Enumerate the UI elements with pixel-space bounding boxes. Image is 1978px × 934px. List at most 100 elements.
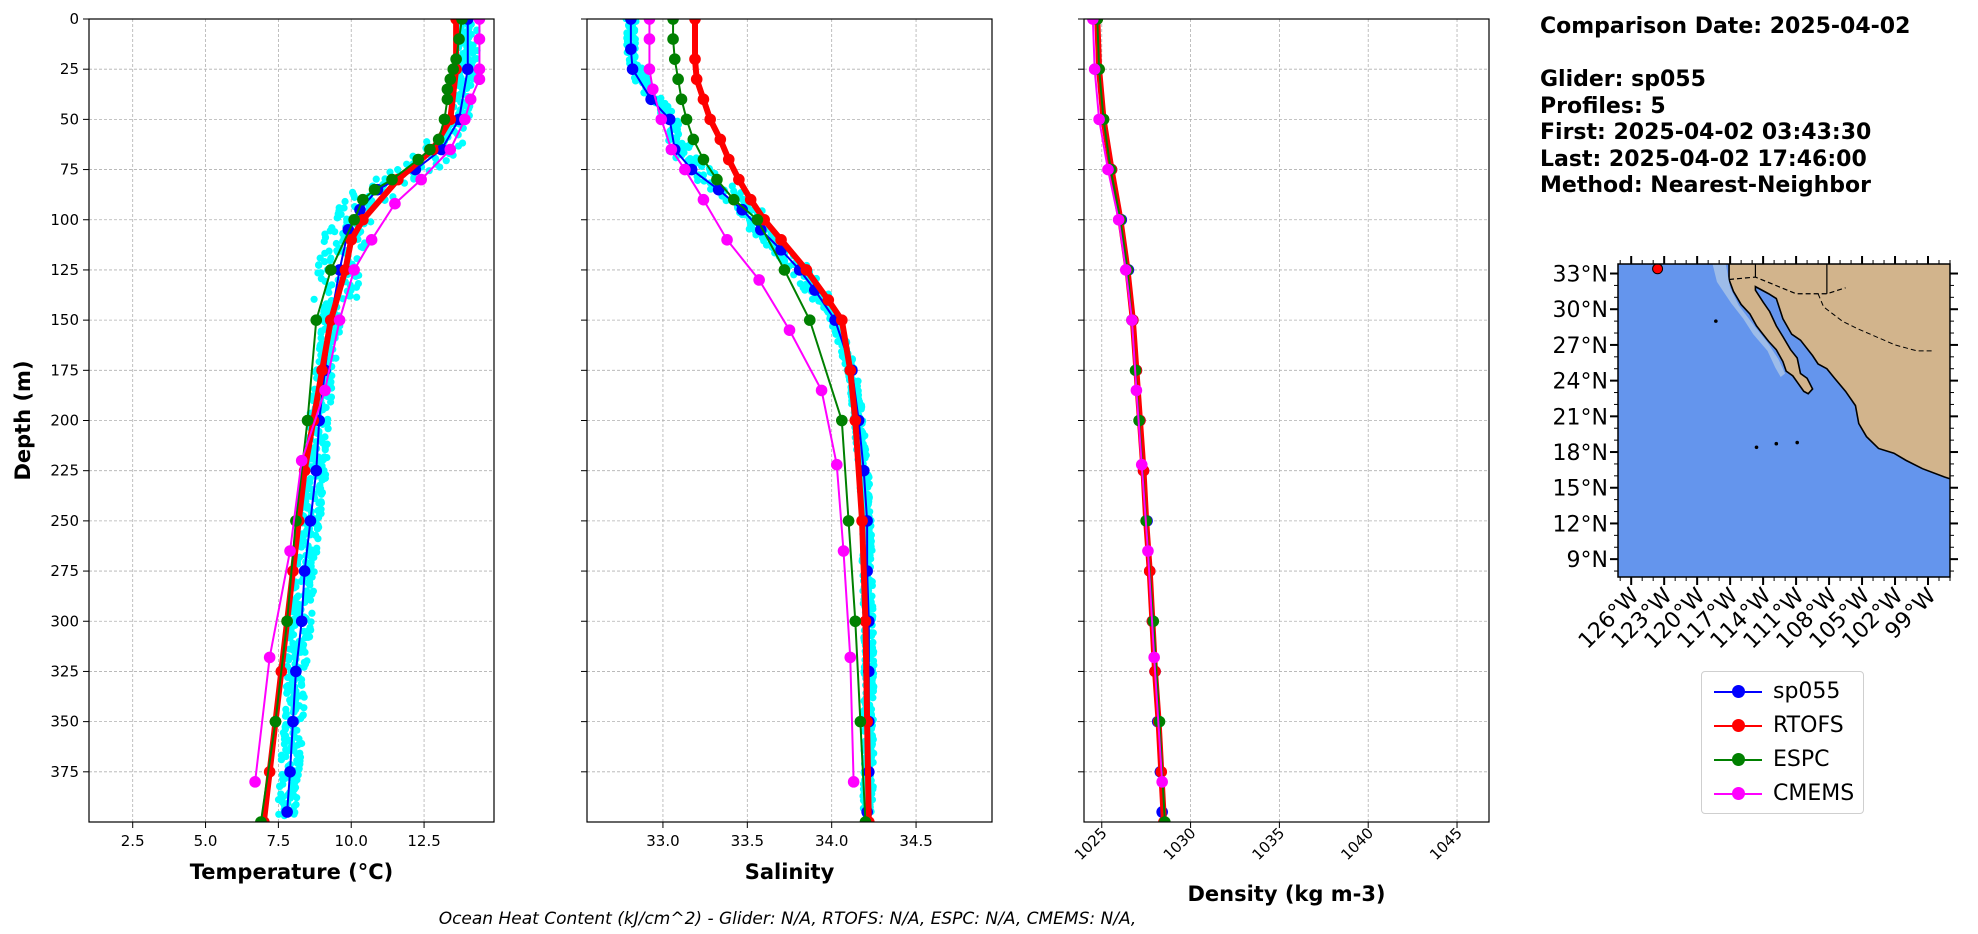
data-point-rtofs [775, 234, 787, 246]
profile-panel-2: 33.0 33.5 34.0 34.5 Salinity [581, 18, 993, 884]
data-point-sp055 [310, 464, 323, 477]
data-point-espc [301, 414, 314, 427]
data-point-rtofs [849, 414, 862, 427]
data-point-sp055 [304, 515, 317, 527]
data-point-cmems [679, 163, 691, 176]
data-point-espc [368, 183, 381, 196]
data-point-rtofs [316, 364, 328, 377]
glider-raw-point [285, 656, 293, 664]
state-border [1817, 293, 1934, 352]
data-point-cmems [847, 776, 860, 788]
legend: sp055 RTOFS ESPC CMEMS [1701, 671, 1864, 814]
data-point-rtofs [287, 565, 299, 577]
glider-raw-point [317, 499, 325, 507]
data-point-cmems [1112, 213, 1125, 226]
data-point-cmems [1093, 113, 1105, 126]
data-point-cmems [473, 73, 486, 86]
data-point-cmems [721, 234, 733, 246]
legend-swatch-marker [1732, 787, 1745, 800]
comparison-date: Comparison Date: 2025-04-02 [1540, 14, 1911, 39]
glider-raw-point [630, 33, 638, 42]
glider-raw-point [312, 548, 320, 556]
x-tick-label: 1025 [1071, 824, 1111, 864]
data-point-cmems [348, 264, 360, 276]
continental-shelf [1712, 264, 1786, 378]
data-point-cmems [1087, 19, 1099, 25]
x-axis-label: Temperature (°C) [190, 860, 393, 884]
glider-raw-point [300, 627, 308, 635]
glider-raw-point [313, 525, 322, 533]
data-point-espc [412, 153, 425, 166]
data-point-sp055 [298, 565, 311, 577]
glider-raw-point [454, 142, 463, 150]
data-point-cmems [1156, 776, 1168, 788]
lat-tick-label: 30°N [1553, 298, 1608, 323]
data-point-cmems [333, 314, 346, 326]
comparison-info-block: Comparison Date: 2025-04-02 Glider: sp05… [1540, 14, 1910, 200]
glider-raw-point [314, 269, 322, 277]
data-point-espc [269, 715, 282, 728]
data-point-cmems [365, 234, 378, 246]
glider-raw-point [323, 453, 331, 462]
data-point-espc [728, 193, 740, 206]
y-tick-label: 325 [50, 662, 79, 680]
glider-raw-point [300, 693, 308, 701]
x-axis-label: Salinity [745, 860, 835, 884]
data-point-espc [751, 213, 764, 226]
legend-item-rtofs: RTOFS [1710, 711, 1860, 741]
glider-raw-point [367, 218, 375, 226]
glider-raw-point [325, 289, 333, 297]
data-point-sp055 [435, 143, 448, 156]
y-tick-label: 225 [50, 462, 79, 480]
glider-raw-point [808, 295, 817, 303]
glider-raw-point [694, 176, 702, 185]
data-point-cmems [444, 143, 457, 156]
lat-tick-label: 33°N [1553, 263, 1608, 288]
glider-raw-point [307, 618, 315, 626]
glider-raw-point [275, 810, 283, 818]
data-point-espc [675, 93, 688, 106]
data-point-sp055 [295, 615, 308, 628]
glider-raw-point [321, 249, 329, 257]
data-point-cmems [643, 19, 656, 25]
data-point-sp055 [712, 183, 725, 196]
x-tick-label: 34.0 [815, 832, 848, 850]
data-point-espc [290, 515, 302, 527]
glider-raw-point [346, 292, 354, 300]
data-point-cmems [837, 545, 850, 557]
glider-raw-point [304, 633, 312, 642]
data-point-espc [1159, 816, 1171, 822]
data-point-cmems [1126, 314, 1138, 326]
map-area [1618, 264, 1950, 577]
y-tick-label: 100 [50, 211, 79, 229]
data-point-rtofs [697, 93, 710, 106]
glider-raw-point [314, 535, 322, 543]
data-point-cmems [753, 274, 765, 286]
data-point-cmems [1142, 545, 1154, 557]
data-point-espc [836, 414, 848, 427]
data-point-rtofs [722, 153, 735, 166]
glider-raw-point [277, 756, 286, 764]
data-point-cmems [647, 83, 659, 96]
mexico-landmass [1728, 264, 1950, 480]
data-point-espc [1147, 615, 1160, 628]
data-point-cmems [643, 33, 656, 45]
data-point-cmems [830, 458, 843, 471]
plot-area [1087, 19, 1171, 822]
data-point-rtofs [263, 766, 276, 778]
data-point-cmems [844, 651, 857, 664]
data-point-rtofs [856, 515, 868, 527]
data-point-cmems [1102, 163, 1114, 176]
data-point-sp055 [284, 766, 296, 778]
glider-raw-point [315, 345, 324, 353]
glider-raw-point [326, 398, 335, 406]
x-tick-label: 10.0 [335, 832, 368, 850]
data-point-espc [441, 93, 454, 106]
data-point-cmems [1148, 651, 1160, 664]
glider-raw-point [353, 293, 361, 301]
glider-raw-point [308, 609, 316, 617]
y-tick-label: 375 [50, 763, 79, 781]
lat-tick-label: 18°N [1553, 441, 1608, 466]
legend-item-sp055: sp055 [1710, 677, 1860, 707]
data-point-espc [711, 173, 723, 186]
